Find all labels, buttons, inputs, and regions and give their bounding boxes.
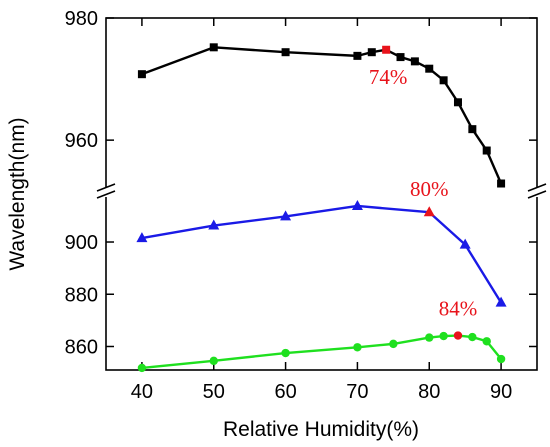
highlight-point xyxy=(453,331,463,340)
x-tick-label: 80 xyxy=(418,381,440,403)
x-tick-label: 40 xyxy=(131,381,153,403)
data-point xyxy=(209,356,218,366)
axis-break-slash xyxy=(96,190,116,199)
series-line xyxy=(141,204,503,304)
data-point xyxy=(482,146,491,155)
peak-annotation: 84% xyxy=(439,297,478,321)
series-1: 74% xyxy=(137,43,506,188)
data-point xyxy=(410,57,419,66)
highlight-point xyxy=(423,206,435,217)
x-tick-label: 90 xyxy=(490,381,512,403)
peak-annotation: 80% xyxy=(410,177,449,201)
data-point xyxy=(353,51,362,60)
data-point xyxy=(136,232,148,243)
data-point xyxy=(439,331,448,341)
axis-ticks: 40 50 60 70 80 90 960 980 860 880 900 xyxy=(65,8,537,403)
data-point xyxy=(137,363,147,373)
axis-break-slash xyxy=(527,183,547,192)
axis-break-gap xyxy=(97,187,115,197)
y-tick-label: 860 xyxy=(65,336,98,358)
y-tick-label: 960 xyxy=(65,130,98,152)
series-line xyxy=(141,334,503,370)
data-point xyxy=(459,238,471,249)
data-point xyxy=(209,43,218,52)
y-tick-label: 980 xyxy=(65,8,98,30)
series-2: 80% xyxy=(136,177,507,307)
y-axis-title: Wavelength(nm) xyxy=(6,117,29,270)
data-point xyxy=(468,332,477,342)
data-point xyxy=(482,337,491,346)
axis-break-gap xyxy=(528,187,546,197)
x-tick-label: 60 xyxy=(274,381,296,403)
y-tick-label: 880 xyxy=(65,284,98,306)
data-point xyxy=(208,219,220,230)
data-point xyxy=(425,333,434,342)
y-tick-label: 900 xyxy=(65,232,98,254)
data-point xyxy=(137,70,146,79)
x-tick-label: 70 xyxy=(346,381,368,403)
data-point xyxy=(280,210,292,221)
data-point xyxy=(425,64,434,73)
peak-annotation: 74% xyxy=(369,65,408,89)
axis-break-slash xyxy=(96,183,116,192)
series-line xyxy=(141,46,503,184)
data-point xyxy=(281,348,290,358)
data-point xyxy=(496,354,506,364)
data-point xyxy=(351,199,363,210)
highlight-point xyxy=(382,45,391,54)
data-point xyxy=(439,76,448,85)
data-point xyxy=(367,48,376,57)
data-point xyxy=(281,48,290,57)
series-layer: 74% 80% 84% xyxy=(136,43,507,373)
data-point xyxy=(453,98,462,107)
data-point xyxy=(389,339,398,349)
data-point xyxy=(468,125,477,134)
series-3: 84% xyxy=(137,297,506,373)
axis-break-slash xyxy=(527,190,547,199)
data-point xyxy=(353,343,362,352)
x-tick-label: 50 xyxy=(203,381,225,403)
data-point xyxy=(396,53,405,62)
data-point xyxy=(495,296,507,307)
data-point xyxy=(497,179,506,188)
x-axis-title: Relative Humidity(%) xyxy=(223,418,419,441)
axis-break-marks xyxy=(96,183,547,199)
